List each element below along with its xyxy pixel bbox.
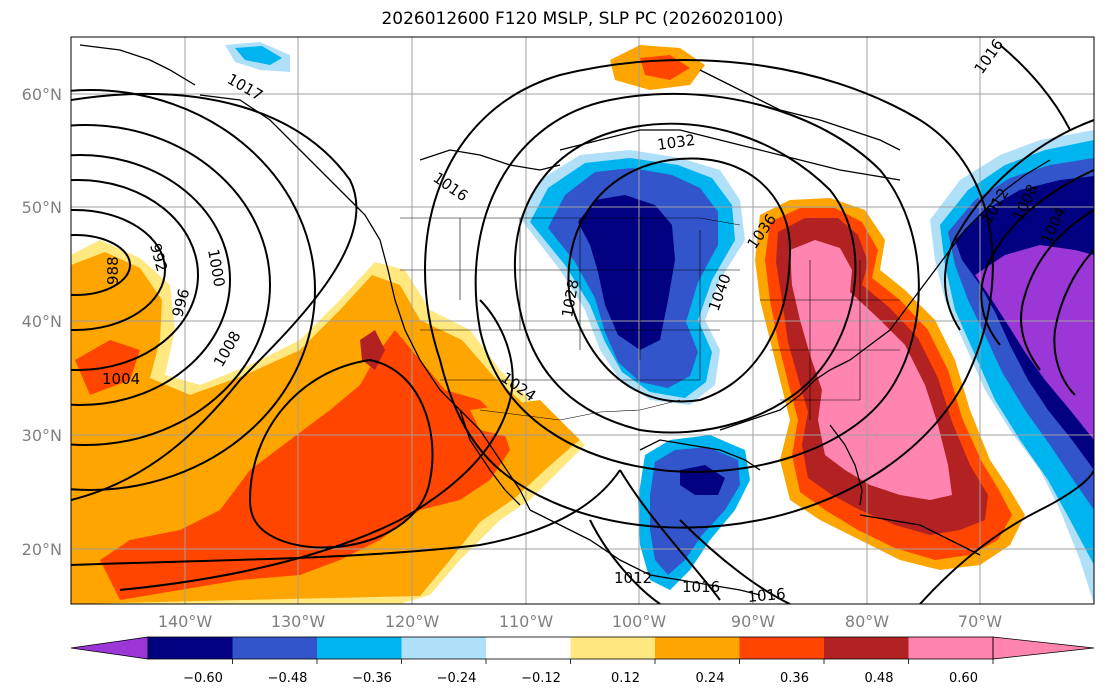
isobars: [71, 44, 1094, 604]
colorbar-segment: [739, 637, 824, 659]
colorbar-segment: [655, 637, 740, 659]
warm-anomaly-pacific: [71, 45, 705, 604]
lat-label: 40°N: [22, 312, 62, 331]
lat-label: 60°N: [22, 85, 62, 104]
colorbar-segment: [486, 637, 571, 659]
isobar-label: 1016: [682, 578, 720, 596]
lat-label: 30°N: [22, 426, 62, 445]
colorbar-tick-label: 0.24: [696, 671, 725, 686]
colorbar-arrow-right: [992, 636, 1095, 660]
colorbar-tick-label: 0.60: [949, 671, 978, 686]
lat-label: 20°N: [22, 540, 62, 559]
colorbar-tick-label: −0.12: [521, 671, 561, 686]
colorbar-tick-label: −0.48: [268, 671, 308, 686]
isobar-label: 1032: [656, 131, 696, 154]
lon-label: 130°W: [271, 612, 326, 631]
isobar-label: 1004: [102, 370, 140, 388]
cool-anomaly-atlantic: [930, 130, 1094, 604]
colorbar-arrow-left: [70, 636, 149, 660]
colorbar-segment: [148, 637, 233, 659]
political-borders: [400, 217, 900, 421]
lon-label: 80°W: [845, 612, 889, 631]
colorbar-segment: [232, 637, 317, 659]
coastlines: [79, 44, 1051, 596]
isobar-label: 1012: [614, 569, 652, 587]
colorbar: −0.60 −0.48 −0.36 −0.24 −0.12 0.12 0.24 …: [70, 636, 1095, 686]
lat-label: 50°N: [22, 198, 62, 217]
lon-label: 120°W: [385, 612, 440, 631]
colorbar-tick-label: −0.24: [437, 671, 477, 686]
map-frame: [70, 36, 1095, 605]
lon-label: 70°W: [958, 612, 1002, 631]
lon-label: 110°W: [499, 612, 554, 631]
colorbar-tick-label: 0.12: [611, 671, 640, 686]
colorbar-segment: [401, 637, 486, 659]
cool-anomaly-alaska: [225, 42, 290, 72]
lon-label: 140°W: [158, 612, 213, 631]
colorbar-segment: [908, 637, 993, 659]
colorbar-tick-label: 0.36: [780, 671, 809, 686]
isobar-label: 1016: [747, 585, 787, 606]
isobar-label: 988: [104, 256, 122, 285]
colorbar-segment: [317, 637, 402, 659]
lon-label: 90°W: [731, 612, 775, 631]
lon-label: 100°W: [612, 612, 667, 631]
colorbar-segment: [824, 637, 909, 659]
colorbar-tick-label: −0.60: [183, 671, 223, 686]
colorbar-tick-label: 0.48: [865, 671, 894, 686]
latitude-labels: 60°N 50°N 40°N 30°N 20°N: [22, 85, 62, 559]
map-title: 2026012600 F120 MSLP, SLP PC (2026020100…: [381, 9, 784, 29]
colorbar-tick-label: −0.36: [352, 671, 392, 686]
colorbar-segment: [570, 637, 655, 659]
map-content: 1017 1016 1032 1036 1040 1028 1024 1008 …: [71, 37, 1094, 606]
longitude-labels: 140°W 130°W 120°W 110°W 100°W 90°W 80°W …: [158, 612, 1002, 631]
